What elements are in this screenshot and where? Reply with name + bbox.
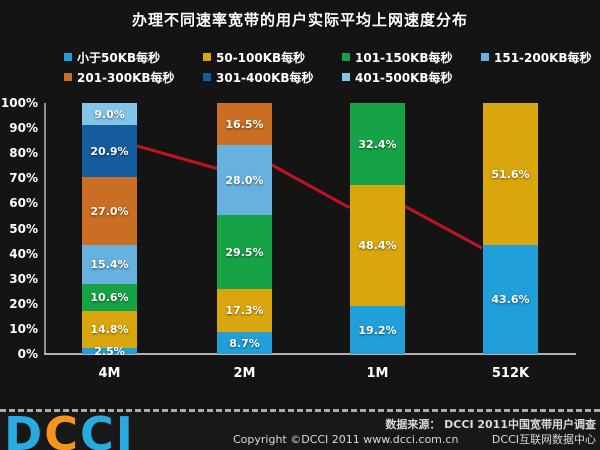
bar-segment: 20.9% xyxy=(82,125,137,177)
bar-segment-value: 32.4% xyxy=(358,137,397,151)
bar-1m: 19.2% 48.4% 32.4% xyxy=(350,103,405,354)
logo-letter-d: D xyxy=(4,407,45,450)
copyright-line: Copyright ©DCCI 2011 www.dcci.com.cn DCC… xyxy=(233,431,596,447)
legend-swatch-icon xyxy=(64,73,72,81)
logo-letter-i: I xyxy=(115,407,135,450)
bar-segment: 27.0% xyxy=(82,177,137,245)
legend-item: 151-200KB每秒 xyxy=(481,52,600,65)
legend-item: 301-400KB每秒 xyxy=(203,72,342,85)
bar-segment: 14.8% xyxy=(82,311,137,348)
y-tick-label: 60% xyxy=(9,196,38,211)
bar-segment-value: 51.6% xyxy=(491,167,530,181)
y-tick-label: 20% xyxy=(9,296,38,311)
y-tick-label: 100% xyxy=(0,96,38,110)
bar-segment: 48.4% xyxy=(350,185,405,306)
legend-label: 101-150KB每秒 xyxy=(355,51,453,65)
bar-segment-value: 43.6% xyxy=(491,293,530,306)
bar-segment: 8.7% xyxy=(217,332,272,354)
legend-item: 101-150KB每秒 xyxy=(342,52,481,65)
data-source-text: DCCI 2011中国宽带用户调查 xyxy=(444,418,596,431)
bar-segment: 43.6% xyxy=(483,245,538,354)
bar-segment: 10.6% xyxy=(82,284,137,311)
legend-label: 201-300KB每秒 xyxy=(77,71,175,85)
x-tick-label: 1M xyxy=(366,366,389,381)
bar-segment-value: 10.6% xyxy=(90,291,129,304)
x-tick-label: 2M xyxy=(233,366,256,381)
legend-label: 301-400KB每秒 xyxy=(216,71,314,85)
y-tick-label: 10% xyxy=(9,321,38,336)
legend-swatch-icon xyxy=(481,53,489,61)
bar-segment-value: 27.0% xyxy=(90,204,129,218)
bar-segment: 17.3% xyxy=(217,289,272,332)
footer-divider xyxy=(0,409,600,412)
x-tick-label: 4M xyxy=(98,366,121,381)
y-axis-line xyxy=(44,103,46,354)
y-tick-label: 40% xyxy=(9,246,38,261)
logo-letter-c: C xyxy=(79,407,116,450)
legend-item: 50-100KB每秒 xyxy=(203,52,342,65)
bar-2m: 8.7% 17.3% 29.5% 28.0% 16.5% xyxy=(217,103,272,354)
bar-segment: 19.2% xyxy=(350,306,405,354)
bar-segment-value: 48.4% xyxy=(358,239,397,252)
bar-segment-value: 19.2% xyxy=(358,323,397,337)
bar-segment-value: 17.3% xyxy=(225,304,264,317)
bar-segment: 32.4% xyxy=(350,103,405,185)
bar-segment-value: 8.7% xyxy=(229,336,260,350)
chart-title: 办理不同速率宽带的用户实际平均上网速度分布 xyxy=(131,11,468,29)
legend-label: 50-100KB每秒 xyxy=(216,51,306,65)
legend-item: 401-500KB每秒 xyxy=(342,72,481,85)
bar-segment-value: 28.0% xyxy=(225,173,264,187)
legend-label: 401-500KB每秒 xyxy=(355,71,453,85)
bar-segment-value: 16.5% xyxy=(225,117,264,131)
legend-label: 151-200KB每秒 xyxy=(494,51,592,65)
bar-segment-value: 15.4% xyxy=(90,258,129,271)
bar-segment: 15.4% xyxy=(82,245,137,284)
bar-segment-value: 9.0% xyxy=(94,107,125,121)
legend-swatch-icon xyxy=(342,53,350,61)
data-source-label: 数据来源： xyxy=(385,418,441,431)
y-tick-label: 50% xyxy=(9,221,38,236)
y-tick-label: 90% xyxy=(9,121,38,136)
x-axis-line xyxy=(44,353,576,355)
bar-segment-value: 2.5% xyxy=(94,344,125,358)
footer-background xyxy=(0,412,600,450)
logo-letter-c: C xyxy=(44,407,80,450)
bar-segment: 9.0% xyxy=(82,103,137,125)
bar-segment: 51.6% xyxy=(483,103,538,245)
dcci-logo: DCCI xyxy=(4,411,135,450)
legend-swatch-icon xyxy=(203,53,211,61)
bar-segment: 2.5% xyxy=(82,345,137,358)
legend: 小于50KB每秒 50-100KB每秒 101-150KB每秒 151-200KB每秒… xyxy=(64,52,600,85)
bar-segment-value: 29.5% xyxy=(225,245,264,259)
copyright-text: Copyright ©DCCI 2011 www.dcci.com.cn xyxy=(232,433,459,446)
bar-segment-value: 14.8% xyxy=(90,323,129,336)
legend-swatch-icon xyxy=(342,73,350,81)
bar-segment: 16.5% xyxy=(217,103,272,145)
bar-segment: 28.0% xyxy=(217,145,272,215)
org-name-text: DCCI互联网数据中心 xyxy=(491,433,596,446)
y-tick-label: 80% xyxy=(9,146,38,161)
legend-swatch-icon xyxy=(64,53,72,61)
legend-item: 小于50KB每秒 xyxy=(64,52,203,65)
bar-512k: 43.6% 51.6% xyxy=(483,103,538,354)
bar-4m: 2.5% 14.8% 10.6% 15.4% 27.0% 20.9% 9.0% xyxy=(82,103,137,358)
data-source-line: 数据来源： DCCI 2011中国宽带用户调查 xyxy=(385,416,596,432)
bar-segment: 29.5% xyxy=(217,215,272,289)
x-tick-label: 512K xyxy=(491,366,530,381)
legend-label: 小于50KB每秒 xyxy=(77,51,161,65)
trend-polyline xyxy=(136,144,483,250)
bar-segment-value: 20.9% xyxy=(90,144,129,158)
y-tick-label: 0% xyxy=(17,347,38,361)
y-tick-label: 70% xyxy=(9,171,38,186)
legend-swatch-icon xyxy=(203,73,211,81)
legend-item: 201-300KB每秒 xyxy=(64,72,203,85)
y-tick-label: 30% xyxy=(9,271,38,286)
